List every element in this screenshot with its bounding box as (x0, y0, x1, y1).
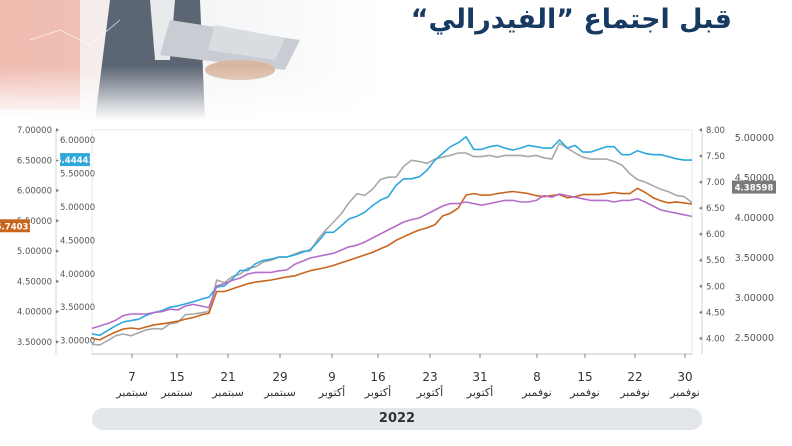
headline: قبل اجتماع ”الفيدرالي“ (410, 4, 732, 35)
x-tick-day: 9 (328, 370, 336, 384)
x-tick-month: نوفمبر (569, 386, 600, 399)
axis-tick-label-inner_left: 3.50000 (60, 303, 95, 313)
axis-tick-mark (56, 158, 59, 163)
axis-tick-label-far_left: 6.00000 (17, 187, 52, 197)
x-tick-month: أكتوبر (416, 385, 443, 399)
axis-tick-label-far_right: 4.00000 (735, 213, 774, 224)
axis-tick-label-inner_left: 4.00000 (60, 270, 95, 280)
axis-tick-mark (699, 206, 702, 211)
axis-tick-label-far_left: 5.50000 (17, 217, 52, 227)
axis-tick-mark (699, 258, 702, 263)
x-tick-day: 21 (220, 370, 235, 384)
x-tick-day: 29 (272, 370, 287, 384)
axis-tick-mark (699, 232, 702, 237)
axis-tick-label-far_right: 3.50000 (735, 253, 774, 264)
end-value-badge-blue (60, 153, 90, 167)
axis-tick-label-inner_left: 6.00000 (60, 136, 95, 146)
year-label: 2022 (92, 408, 702, 430)
axis-tick-mark (56, 218, 59, 223)
axis-tick-label-far_right: 5.00000 (735, 133, 774, 144)
axis-tick-label-inner_right: 4.00 (706, 334, 725, 344)
axis-tick-label-far_right: 2.50000 (735, 333, 774, 344)
axis-tick-mark (699, 154, 702, 159)
end-value-label-gray: 4.38598 (735, 184, 774, 194)
x-tick-day: 15 (169, 370, 184, 384)
axis-tick-mark (56, 279, 59, 284)
axis-tick-mark (699, 180, 702, 185)
series-line-gray (91, 142, 693, 346)
x-tick-day: 15 (577, 370, 592, 384)
line-chart: 7.00000 6.50000 6.00000 5.50000 5.00000 4.500… (0, 126, 776, 399)
x-tick-month: نوفمبر (521, 386, 552, 399)
end-value-label-blue: 5.44443 (56, 156, 95, 166)
axis-tick-label-inner_right: 7.00 (706, 178, 725, 188)
axis-tick-label-inner_left: 3.00000 (60, 337, 95, 347)
axis-tick-label-inner_left: 4.50000 (60, 236, 95, 246)
axis-tick-label-inner_right: 5.50 (706, 256, 725, 266)
x-tick-month: سبتمبر (160, 386, 193, 399)
series (91, 135, 693, 346)
axis-tick-label-inner_right: 5.00 (706, 282, 725, 292)
x-tick-month: أكتوبر (364, 385, 391, 399)
x-axis: 7سبتمبر15سبتمبر21سبتمبر29سبتمبر9أكتوبر16… (92, 353, 700, 399)
x-tick-day: 7 (128, 370, 136, 384)
axis-tick-mark (56, 188, 59, 193)
end-value-badge-orange (0, 219, 30, 233)
axis-tick-label-inner_right: 6.50 (706, 204, 725, 214)
axis-tick-label-far_right: 4.50000 (735, 173, 774, 184)
axis-tick-label-far_left: 7.00000 (17, 126, 52, 136)
hero-banner: قبل اجتماع ”الفيدرالي“ (0, 0, 792, 120)
axis-tick-mark (56, 249, 59, 254)
axis-tick-label-far_left: 4.00000 (17, 308, 52, 318)
axis-tick-label-far_left: 4.50000 (17, 277, 52, 287)
series-line-blue (91, 135, 692, 337)
x-tick-month: أكتوبر (466, 385, 493, 399)
x-tick-day: 16 (370, 370, 385, 384)
end-value-label-orange: 5.74031 (0, 222, 34, 232)
axis-tick-mark (56, 309, 59, 314)
axis-tick-label-inner_left: 5.50000 (60, 169, 95, 179)
badges: 5.44443 5.74031 4.38598 (0, 153, 776, 233)
axis-tick-mark (56, 128, 59, 132)
x-tick-day: 23 (422, 370, 437, 384)
axis-tick-mark (699, 284, 702, 289)
axis-tick-label-inner_right: 7.50 (706, 152, 725, 162)
series-line-purple (91, 193, 693, 330)
x-tick-month: سبتمبر (211, 386, 244, 399)
axis-tick-mark (699, 336, 702, 341)
x-tick-day: 8 (533, 370, 541, 384)
axis-tick-mark (56, 339, 59, 344)
axis-tick-mark (699, 128, 702, 132)
series-line-orange (91, 187, 693, 341)
axis-tick-label-far_left: 5.00000 (17, 247, 52, 257)
axis-tick-label-far_left: 3.50000 (17, 338, 52, 348)
axis-tick-label-far_right: 3.00000 (735, 293, 774, 304)
x-tick-day: 30 (677, 370, 692, 384)
x-tick-day: 31 (472, 370, 487, 384)
axis-tick-label-inner_left: 5.00000 (60, 203, 95, 213)
x-tick-month: أكتوبر (318, 385, 345, 399)
end-value-badge-gray (732, 180, 776, 194)
x-tick-day: 22 (627, 370, 642, 384)
x-tick-month: سبتمبر (263, 386, 296, 399)
businessman-laptop-photo (0, 0, 380, 120)
x-tick-month: سبتمبر (115, 386, 148, 399)
axis-tick-label-inner_right: 8.00 (706, 126, 725, 136)
axis-tick-label-inner_right: 4.50 (706, 308, 725, 318)
axis-tick-label-far_left: 6.50000 (17, 156, 52, 166)
axis-tick-label-inner_right: 6.00 (706, 230, 725, 240)
x-tick-month: نوفمبر (669, 386, 700, 399)
axis-tick-mark (699, 310, 702, 315)
x-tick-month: نوفمبر (619, 386, 650, 399)
axes: 7.00000 6.50000 6.00000 5.50000 5.00000 4.500… (17, 126, 774, 354)
